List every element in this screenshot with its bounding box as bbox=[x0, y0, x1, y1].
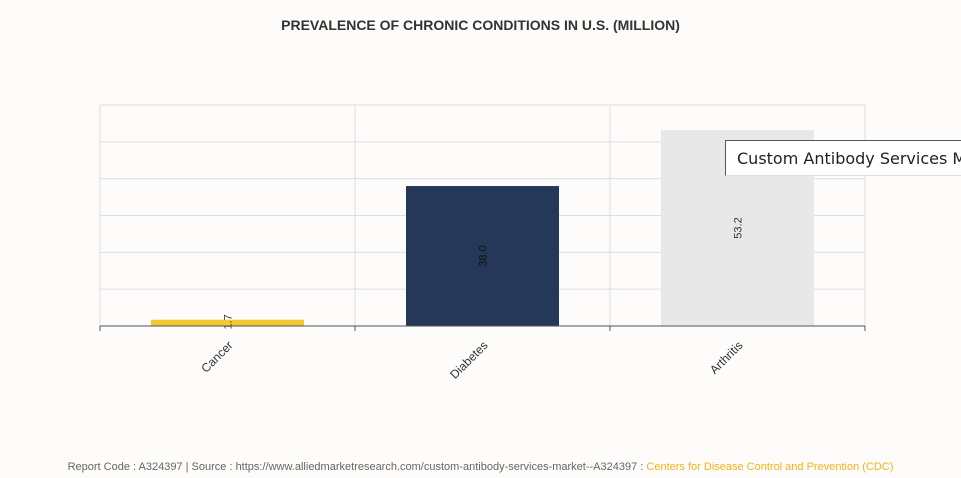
bar-value-label: 53.2 bbox=[733, 217, 745, 238]
category-label-cancer: Cancer bbox=[198, 338, 235, 375]
bar-cancer bbox=[151, 319, 304, 326]
chart-bars bbox=[151, 130, 814, 326]
chart-title: PREVALENCE OF CHRONIC CONDITIONS IN U.S.… bbox=[281, 17, 680, 33]
chart-footer: Report Code : A324397 | Source : https:/… bbox=[0, 461, 961, 473]
bar-diabetes bbox=[406, 186, 559, 326]
bar-value-label: 38.0 bbox=[478, 245, 490, 266]
footer-separator: | bbox=[185, 461, 189, 473]
bar-value-label: 1.7 bbox=[223, 314, 235, 329]
chart-category-labels: Cancer Diabetes Arthritis bbox=[198, 338, 745, 381]
chart-tooltip: Custom Antibody Services M bbox=[725, 140, 961, 176]
category-label-arthritis: Arthritis bbox=[707, 338, 746, 377]
source-organization[interactable]: Centers for Disease Control and Preventi… bbox=[646, 461, 894, 473]
report-code: Report Code : A324397 bbox=[67, 461, 183, 473]
category-label-diabetes: Diabetes bbox=[447, 338, 490, 381]
chart-axis bbox=[99, 325, 866, 331]
source-url: Source : https://www.alliedmarketresearc… bbox=[191, 461, 644, 473]
